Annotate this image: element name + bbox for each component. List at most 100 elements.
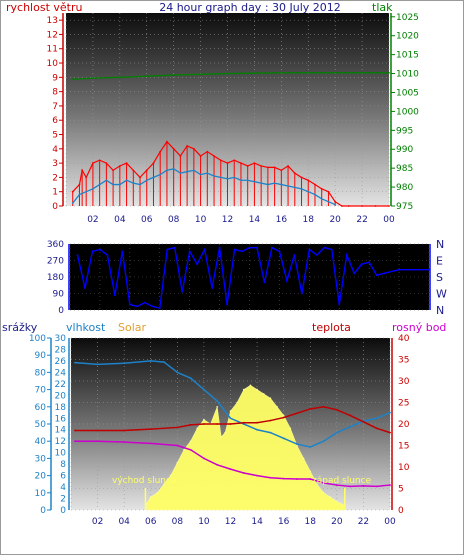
humidity-y-tick-label: 10 — [55, 449, 67, 459]
rain-y-tick-label: 0 — [40, 506, 46, 516]
wind-average-point — [71, 202, 74, 204]
wind-direction-point — [106, 254, 109, 256]
pressure-point — [119, 76, 121, 79]
dewpoint-point — [256, 474, 258, 477]
wind-gust-point — [85, 176, 88, 179]
direction-y-tick-label: 360 — [47, 240, 64, 250]
humidity-point — [322, 440, 325, 443]
dewpoint-point — [335, 484, 338, 486]
temperature-point — [296, 412, 298, 415]
wind-direction-point — [76, 254, 79, 256]
direction-y-tick-label: 180 — [47, 273, 64, 283]
solar-point — [163, 483, 165, 486]
solar-point — [149, 496, 152, 498]
wind-direction-point — [233, 248, 236, 251]
humidity-point — [203, 388, 205, 391]
wind-y-tick-label: 12 — [47, 30, 58, 40]
wind-gust-point — [125, 162, 128, 165]
wind-direction-point — [218, 246, 221, 249]
wind-gust-point — [233, 159, 236, 162]
humidity-point — [282, 437, 285, 440]
pressure-y-tick-label: 975 — [396, 202, 413, 212]
direction-y-tick-label: 0 — [58, 306, 64, 316]
wind-average-line — [72, 168, 336, 206]
rain-y-tick-label: 60 — [35, 403, 47, 413]
dewpoint-point — [309, 478, 312, 480]
solar-point — [216, 406, 219, 408]
temperature-point — [229, 423, 232, 425]
humidity-y-tick-label: 30 — [55, 334, 67, 344]
humidity-x-tick-label: 12 — [225, 517, 236, 527]
temperature-point — [282, 416, 285, 419]
temperature-axis-label: teplota — [312, 321, 351, 334]
temperature-point — [362, 420, 365, 423]
wind-gust-point — [327, 190, 330, 193]
rain-y-tick-label: 20 — [35, 472, 47, 482]
wind-average-point — [246, 179, 249, 182]
humidity-point — [335, 431, 338, 434]
humidity-y-tick-label: 28 — [55, 345, 67, 355]
wind-gust-point — [280, 169, 283, 172]
pressure-point — [307, 71, 310, 74]
wind-y-tick-label: 6 — [52, 116, 58, 126]
wind-direction-point — [263, 281, 266, 284]
wind-direction-point — [158, 307, 161, 310]
wind-gust-point — [253, 162, 256, 165]
pressure-point — [388, 71, 390, 74]
wind-direction-point — [383, 272, 386, 275]
wind-gust-point — [139, 176, 141, 179]
pressure-point — [199, 73, 202, 76]
wind-direction-chart: 0 N 90 W 180 S 270 E 360 N — [47, 238, 447, 317]
page-title: 24 hour graph day : 30 July 2012 — [159, 1, 341, 14]
dewpoint-point — [322, 482, 325, 484]
wind-direction-point — [196, 263, 199, 266]
wind-direction-point — [338, 303, 341, 306]
rain-y-tick-label: 100 — [29, 334, 46, 344]
direction-y-tick-label: 270 — [47, 257, 64, 267]
humidity-x-tick-label: 14 — [251, 517, 263, 527]
wind-x-tick-label: 06 — [141, 215, 153, 225]
wind-direction-point — [256, 246, 258, 249]
temperature-point — [176, 426, 179, 429]
humidity-x-tick-label: 18 — [305, 517, 317, 527]
pressure-y-tick-label: 990 — [396, 145, 413, 155]
humidity-point — [229, 417, 232, 420]
humidity-y-tick-label: 0 — [60, 506, 66, 516]
dewpoint-point — [375, 485, 378, 488]
dewpoint-point — [242, 472, 245, 474]
wind-direction-point — [278, 250, 281, 253]
rain-y-tick-label: 70 — [35, 386, 47, 396]
wind-average-point — [267, 183, 269, 186]
temperature-y-tick-label: 35 — [398, 356, 409, 366]
wind-gust-point — [300, 176, 303, 179]
wind-gust-point — [334, 200, 337, 203]
pressure-y-tick-label: 1025 — [396, 13, 419, 23]
humidity-point — [216, 400, 219, 402]
wind-direction-point — [345, 254, 348, 256]
wind-average-point — [280, 183, 283, 186]
wind-gust-point — [159, 150, 162, 153]
solar-point — [336, 500, 338, 503]
pressure-y-tick-label: 985 — [396, 164, 413, 174]
wind-gust-point — [71, 190, 74, 193]
wind-gust-point — [172, 147, 175, 150]
solar-point — [302, 457, 305, 460]
wind-direction-point — [181, 290, 184, 293]
temperature-point — [269, 419, 272, 422]
solar-point — [203, 418, 205, 421]
wind-gust-point — [145, 169, 148, 172]
pressure-point — [361, 71, 363, 74]
wind-gust-point — [105, 162, 108, 165]
humidity-point — [296, 443, 298, 445]
temperature-y-tick-label: 10 — [398, 463, 410, 473]
pressure-point — [226, 72, 229, 75]
wind-direction-point — [368, 261, 371, 264]
wind-direction-point — [398, 268, 400, 271]
dewpoint-label: rosný bod — [392, 321, 446, 334]
humidity-axis-label: vlhkost — [66, 321, 106, 334]
wind-direction-point — [128, 303, 131, 306]
humidity-x-tick-label: 02 — [92, 517, 103, 527]
temperature-y-tick-label: 40 — [398, 334, 410, 344]
solar-point — [169, 474, 172, 477]
wind-x-tick-label: 22 — [356, 215, 367, 225]
